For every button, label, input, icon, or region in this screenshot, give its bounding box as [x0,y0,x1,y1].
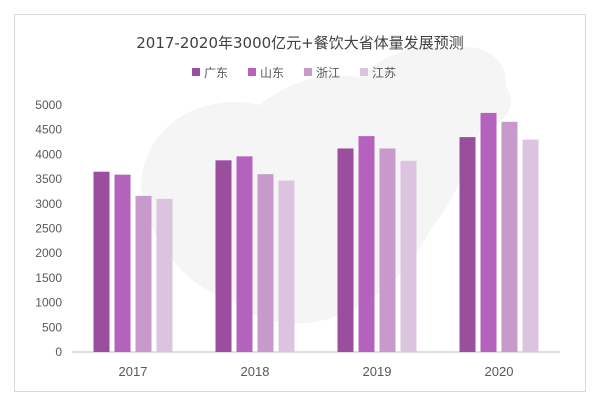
background-map-shape [141,46,511,324]
bar-江苏-2018 [278,180,295,352]
y-tick-label: 3000 [35,197,62,211]
y-tick-label: 0 [55,345,62,359]
y-tick-label: 4500 [35,123,62,137]
bar-江苏-2020 [522,139,539,352]
bar-广东-2019 [337,148,354,352]
bar-浙江-2019 [379,148,396,352]
x-tick-label: 2020 [485,364,514,379]
y-tick-label: 2000 [35,246,62,260]
bar-广东-2018 [215,160,232,352]
bar-广东-2017 [93,171,110,352]
legend-label: 江苏 [372,66,396,80]
legend-swatch-山东 [248,68,256,76]
bars [93,112,539,353]
bar-山东-2018 [236,156,253,352]
x-tick-label: 2017 [119,364,148,379]
x-tick-label: 2018 [241,364,270,379]
y-tick-label: 1000 [35,296,62,310]
bar-浙江-2020 [501,121,518,353]
legend-label: 山东 [260,66,284,80]
x-axis: 2017 2018 2019 2020 [119,364,514,379]
bar-广东-2020 [459,137,476,352]
bar-山东-2019 [358,136,375,352]
bar-山东-2017 [114,174,131,352]
x-tick-label: 2019 [363,364,392,379]
y-tick-label: 5000 [35,98,62,112]
legend-label: 浙江 [316,66,340,80]
legend-swatch-浙江 [304,68,312,76]
bar-浙江-2018 [257,174,274,352]
bar-山东-2020 [480,112,497,353]
legend-swatch-广东 [192,68,200,76]
y-tick-label: 1500 [35,271,62,285]
y-tick-label: 4000 [35,147,62,161]
bar-江苏-2017 [156,198,173,352]
y-tick-label: 3500 [35,172,62,186]
chart-title: 2017-2020年3000亿元+餐饮大省体量发展预测 [136,34,464,52]
bar-浙江-2017 [135,195,152,352]
legend-label: 广东 [204,66,228,80]
legend: 广东 山东 浙江 江苏 [192,66,396,80]
y-tick-label: 2500 [35,222,62,236]
y-axis: 0 500 1000 1500 2000 2500 3000 3500 4000 4500 5000 [35,98,62,359]
y-tick-label: 500 [42,320,62,334]
legend-swatch-江苏 [360,68,368,76]
bar-江苏-2019 [400,160,417,352]
